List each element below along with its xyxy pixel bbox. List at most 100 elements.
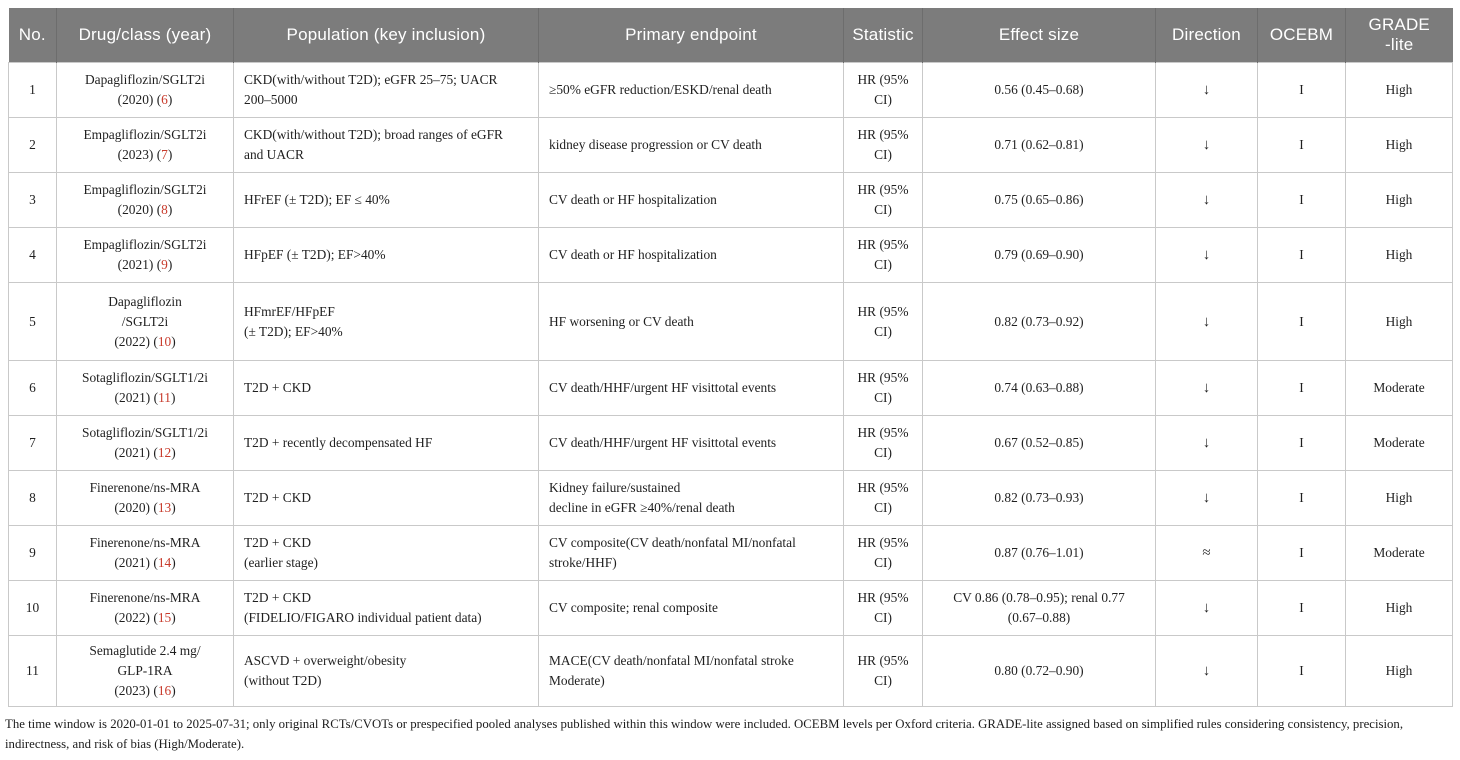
cell-ocebm: I bbox=[1257, 470, 1346, 526]
drug-year-line: (2021) (11) bbox=[65, 388, 225, 408]
cell-drug: Finerenone/ns-MRA (2021) (14) bbox=[56, 525, 234, 581]
statistic-line: CI) bbox=[874, 323, 892, 339]
citation-close-paren: ) bbox=[170, 390, 176, 405]
effect-line: 0.87 (0.76–1.01) bbox=[994, 545, 1084, 560]
table-row: 6 Sotagliflozin/SGLT1/2i (2021) (11) T2D + … bbox=[8, 360, 1453, 416]
header-cell-effect: Effect size bbox=[922, 8, 1156, 63]
population-line: T2D + CKD bbox=[244, 490, 312, 505]
table-row: 3 Empagliflozin/SGLT2i (2020) (8) HFrEF (± … bbox=[8, 172, 1453, 228]
citation-link[interactable]: 7 bbox=[161, 147, 168, 162]
cell-endpoint: CV death/HHF/urgent HF visittotal events bbox=[538, 360, 844, 416]
header-cell-grade: GRADE -lite bbox=[1345, 8, 1453, 63]
drug-name-line: Semaglutide 2.4 mg/ bbox=[89, 643, 201, 658]
direction-arrow: ↓ bbox=[1202, 600, 1211, 616]
header-cell-no: No. bbox=[8, 8, 57, 63]
statistic-line: HR (95% bbox=[857, 303, 909, 319]
cell-population: T2D + recently decompensated HF bbox=[233, 415, 539, 471]
endpoint-line: CV death or HF hospitalization bbox=[549, 247, 717, 262]
cell-drug: Sotagliflozin/SGLT1/2i (2021) (11) bbox=[56, 360, 234, 416]
cell-drug: Semaglutide 2.4 mg/GLP-1RA (2023) (16) bbox=[56, 635, 234, 707]
effect-line: 0.82 (0.73–0.93) bbox=[994, 490, 1084, 505]
page: No. Drug/class (year) Population (key incl… bbox=[0, 8, 1460, 760]
population-line: CKD(with/without T2D); eGFR 25–75; UACR bbox=[244, 72, 498, 87]
citation-link[interactable]: 16 bbox=[157, 683, 172, 698]
drug-year: (2021) bbox=[114, 390, 151, 405]
citation-open-paren: ( bbox=[150, 390, 159, 405]
population-line: HFpEF (± T2D); EF>40% bbox=[244, 247, 386, 262]
citation-link[interactable]: 13 bbox=[157, 500, 172, 515]
cell-direction: ↓ bbox=[1155, 172, 1258, 228]
cell-statistic: HR (95% CI) bbox=[843, 282, 923, 361]
cell-direction: ↓ bbox=[1155, 635, 1258, 707]
citation-link[interactable]: 14 bbox=[157, 555, 172, 570]
drug-year: (2021) bbox=[114, 555, 151, 570]
table-row: 9 Finerenone/ns-MRA (2021) (14) T2D + CKD (e… bbox=[8, 525, 1453, 581]
citation-link[interactable]: 6 bbox=[161, 92, 168, 107]
table-header-row: No. Drug/class (year) Population (key incl… bbox=[8, 8, 1453, 63]
population-line: (earlier stage) bbox=[244, 555, 318, 570]
cell-ocebm: I bbox=[1257, 62, 1346, 118]
table-body: 1 Dapagliflozin/SGLT2i (2020) (6) CKD(with/… bbox=[8, 62, 1453, 707]
citation-open-paren: ( bbox=[150, 555, 158, 570]
cell-direction: ↓ bbox=[1155, 117, 1258, 173]
cell-population: CKD(with/without T2D); broad ranges of e… bbox=[233, 117, 539, 173]
drug-name-line: Empagliflozin/SGLT2i bbox=[83, 237, 207, 252]
cell-direction: ≈ bbox=[1155, 525, 1258, 581]
cell-effect: 0.80 (0.72–0.90) bbox=[922, 635, 1156, 707]
effect-line: 0.74 (0.63–0.88) bbox=[994, 380, 1084, 395]
citation-link[interactable]: 11 bbox=[158, 390, 171, 405]
cell-grade: High bbox=[1345, 62, 1453, 118]
cell-ocebm: I bbox=[1257, 227, 1346, 283]
citation-link[interactable]: 9 bbox=[161, 257, 168, 272]
citation-link[interactable]: 12 bbox=[157, 445, 172, 460]
cell-grade: High bbox=[1345, 172, 1453, 228]
drug-year-line: (2020) (8) bbox=[65, 200, 225, 220]
table-row: 1 Dapagliflozin/SGLT2i (2020) (6) CKD(with/… bbox=[8, 62, 1453, 118]
effect-line: CV 0.86 (0.78–0.95); renal 0.77 bbox=[953, 590, 1125, 605]
statistic-line: CI) bbox=[874, 257, 892, 272]
header-cell-population: Population (key inclusion) bbox=[233, 8, 539, 63]
cell-drug: Sotagliflozin/SGLT1/2i (2021) (12) bbox=[56, 415, 234, 471]
effect-line: 0.75 (0.65–0.86) bbox=[994, 192, 1084, 207]
cell-ocebm: I bbox=[1257, 360, 1346, 416]
cell-no: 10 bbox=[8, 580, 57, 636]
citation-open-paren: ( bbox=[153, 92, 162, 107]
cell-statistic: HR (95% CI) bbox=[843, 470, 923, 526]
cell-grade: High bbox=[1345, 282, 1453, 361]
cell-drug: Empagliflozin/SGLT2i (2021) (9) bbox=[56, 227, 234, 283]
cell-grade: High bbox=[1345, 117, 1453, 173]
cell-direction: ↓ bbox=[1155, 282, 1258, 361]
endpoint-line: CV death/HHF/urgent HF visittotal events bbox=[549, 435, 777, 450]
citation-link[interactable]: 10 bbox=[157, 333, 172, 349]
cell-no: 4 bbox=[8, 227, 57, 283]
citation-close-paren: ) bbox=[171, 333, 176, 349]
drug-year: (2020) bbox=[117, 202, 154, 217]
table-row: 5 Dapagliflozin/SGLT2i (2022) (10) HFmrEF/H… bbox=[8, 282, 1453, 361]
cell-grade: Moderate bbox=[1345, 525, 1453, 581]
statistic-line: CI) bbox=[874, 610, 892, 625]
citation-link[interactable]: 15 bbox=[157, 610, 172, 625]
cell-no: 11 bbox=[8, 635, 57, 707]
cell-effect: 0.71 (0.62–0.81) bbox=[922, 117, 1156, 173]
citation-close-paren: ) bbox=[171, 500, 176, 515]
population-line: 200–5000 bbox=[244, 92, 298, 107]
drug-year-line: (2021) (9) bbox=[65, 255, 225, 275]
effect-line: 0.71 (0.62–0.81) bbox=[994, 137, 1084, 152]
cell-endpoint: kidney disease progression or CV death bbox=[538, 117, 844, 173]
cell-drug: Empagliflozin/SGLT2i (2020) (8) bbox=[56, 172, 234, 228]
cell-population: HFpEF (± T2D); EF>40% bbox=[233, 227, 539, 283]
drug-year-line: (2022) (15) bbox=[65, 608, 225, 628]
statistic-line: CI) bbox=[874, 92, 892, 107]
cell-population: ASCVD + overweight/obesity (without T2D) bbox=[233, 635, 539, 707]
drug-name-line: Empagliflozin/SGLT2i bbox=[83, 127, 207, 142]
statistic-line: HR (95% bbox=[857, 653, 909, 668]
cell-endpoint: HF worsening or CV death bbox=[538, 282, 844, 361]
cell-population: T2D + CKD bbox=[233, 360, 539, 416]
cell-direction: ↓ bbox=[1155, 360, 1258, 416]
cell-statistic: HR (95% CI) bbox=[843, 635, 923, 707]
cell-grade: High bbox=[1345, 470, 1453, 526]
cell-statistic: HR (95% CI) bbox=[843, 360, 923, 416]
drug-name-line: Finerenone/ns-MRA bbox=[89, 480, 201, 495]
citation-link[interactable]: 8 bbox=[161, 202, 168, 217]
cell-ocebm: I bbox=[1257, 172, 1346, 228]
